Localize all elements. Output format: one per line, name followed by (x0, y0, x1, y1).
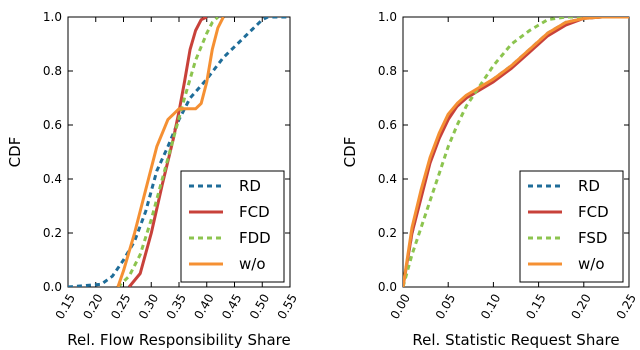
y-axis-label: CDF (6, 137, 24, 168)
plot-frame (402, 16, 630, 288)
x-tick-label: 0.20 (568, 292, 593, 322)
series-line-fcd (127, 17, 208, 287)
legend-entry: RD (239, 177, 261, 195)
y-tick-label: 1.0 (378, 10, 397, 24)
x-tick-label: 0.20 (80, 292, 105, 322)
series-line-wo (116, 17, 225, 287)
series-line-wo (403, 17, 629, 287)
x-tick-label: 0.15 (53, 292, 78, 322)
y-tick-label: 0.2 (378, 226, 397, 240)
x-tick-label: 0.10 (478, 292, 503, 322)
x-tick-label: 0.05 (433, 292, 458, 322)
y-tick-label: 0.2 (43, 226, 62, 240)
x-tick-label: 0.35 (164, 292, 189, 322)
y-tick-label: 0.8 (378, 64, 397, 78)
y-tick-label: 0.4 (378, 172, 397, 186)
legend-entry: w/o (578, 255, 605, 273)
y-tick-label: 0.6 (378, 118, 397, 132)
x-tick-label: 0.45 (219, 292, 244, 322)
legend-entry: FCD (239, 203, 270, 221)
legend: RD FCD FSD w/o (519, 170, 624, 283)
y-tick-label: 0.0 (378, 280, 397, 294)
x-tick-label: 0.15 (523, 292, 548, 322)
x-tick-label: 0.40 (191, 292, 216, 322)
y-tick-label: 1.0 (43, 10, 62, 24)
x-axis-label: Rel. Statistic Request Share (412, 331, 619, 349)
y-tick-label: 0.4 (43, 172, 62, 186)
x-tick-label: 0.25 (108, 292, 133, 322)
y-tick-label: 0.0 (43, 280, 62, 294)
x-tick-label: 0.25 (614, 292, 639, 322)
legend: RD FCD FDD w/o (180, 170, 285, 283)
legend-entry: FCD (578, 203, 609, 221)
series-line-fsd (403, 17, 629, 287)
y-axis-label: CDF (341, 137, 359, 168)
chart-panel-1: 0.00.20.40.60.81.00.15 0.20 0.25 0.30 0.35 0.… (6, 10, 300, 349)
series-line-fcd (403, 17, 629, 287)
legend-entry: w/o (239, 255, 266, 273)
legend-entry: FSD (578, 229, 607, 247)
y-tick-label: 0.8 (43, 64, 62, 78)
legend-entry: RD (578, 177, 600, 195)
x-tick-label: 0.00 (388, 292, 413, 322)
series-line-fdd (116, 17, 219, 287)
x-axis-label: Rel. Flow Responsibility Share (67, 331, 291, 349)
y-tick-label: 0.6 (43, 118, 62, 132)
legend-entry: FDD (239, 229, 271, 247)
chart-panel-2: 0.0 0.2 0.4 0.6 0.8 1.0 0.00 0.05 0.10 0.15 0.20 0.… (341, 10, 639, 349)
x-tick-label: 0.55 (275, 292, 300, 322)
x-tick-label: 0.50 (247, 292, 272, 322)
x-tick-label: 0.30 (136, 292, 161, 322)
